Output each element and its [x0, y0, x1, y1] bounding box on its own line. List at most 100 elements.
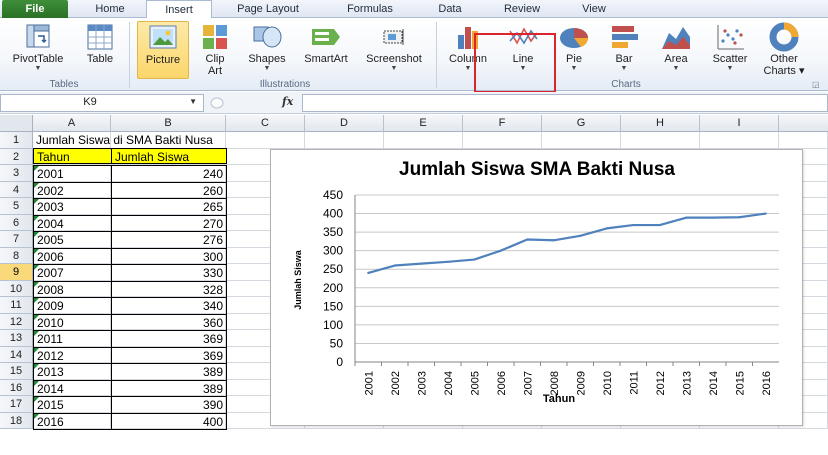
clip-art-button[interactable]: Clip Art: [193, 21, 237, 79]
tab-insert[interactable]: Insert: [146, 0, 212, 19]
grid-cell[interactable]: [33, 379, 111, 396]
grid-cell[interactable]: [33, 297, 111, 314]
grid-cell[interactable]: [463, 132, 542, 149]
row-header-13[interactable]: 13: [0, 330, 33, 347]
cell-year[interactable]: 2004: [33, 214, 112, 232]
grid-cell[interactable]: [384, 132, 463, 149]
row-header-5[interactable]: 5: [0, 198, 33, 215]
cell-b2-header[interactable]: Jumlah Siswa: [111, 148, 227, 164]
grid-cell[interactable]: [111, 346, 226, 363]
row-header-10[interactable]: 10: [0, 280, 33, 297]
column-header-e[interactable]: E: [384, 115, 463, 132]
cell-count[interactable]: 390: [111, 396, 227, 414]
bar-chart-button[interactable]: Bar ▼: [600, 21, 648, 79]
row-header-14[interactable]: 14: [0, 346, 33, 363]
tab-page-layout[interactable]: Page Layout: [237, 3, 299, 15]
cell-year[interactable]: 2002: [33, 181, 112, 199]
cell-year[interactable]: 2013: [33, 363, 112, 381]
row-header-16[interactable]: 16: [0, 379, 33, 396]
row-header-3[interactable]: 3: [0, 165, 33, 182]
cell-year[interactable]: 2003: [33, 198, 112, 216]
cell-count[interactable]: 369: [111, 330, 227, 348]
cell-count[interactable]: 276: [111, 231, 227, 249]
cell-year[interactable]: 2014: [33, 379, 112, 397]
cell-count[interactable]: 389: [111, 363, 227, 381]
tab-view[interactable]: View: [582, 3, 606, 15]
cell-count[interactable]: 400: [111, 412, 227, 430]
grid-cell[interactable]: [33, 396, 111, 413]
pivot-table-button[interactable]: PivotTable ▼: [4, 21, 72, 79]
grid-cell[interactable]: [111, 247, 226, 264]
grid-cell[interactable]: [542, 132, 621, 149]
dialog-launcher-icon[interactable]: ◲: [812, 80, 820, 89]
grid-cell[interactable]: [779, 132, 828, 149]
formula-input[interactable]: [302, 94, 828, 112]
row-header-6[interactable]: 6: [0, 214, 33, 231]
row-header-1[interactable]: 1: [0, 132, 33, 149]
grid-cell[interactable]: [33, 313, 111, 330]
cell-count[interactable]: 389: [111, 379, 227, 397]
column-header-d[interactable]: D: [305, 115, 384, 132]
cell-year[interactable]: 2009: [33, 297, 112, 315]
tab-file[interactable]: File: [2, 0, 68, 18]
row-header-8[interactable]: 8: [0, 247, 33, 264]
area-chart-button[interactable]: Area ▼: [652, 21, 700, 79]
chevron-down-icon[interactable]: ▼: [189, 97, 197, 106]
grid-cell[interactable]: [33, 346, 111, 363]
cell-count[interactable]: 265: [111, 198, 227, 216]
cell-count[interactable]: 328: [111, 280, 227, 298]
grid-cell[interactable]: [111, 363, 226, 380]
tab-formulas[interactable]: Formulas: [347, 3, 393, 15]
row-header-17[interactable]: 17: [0, 396, 33, 413]
grid-cell[interactable]: [700, 132, 779, 149]
other-charts-button[interactable]: Other Charts ▾: [758, 21, 810, 79]
cell-year[interactable]: 2010: [33, 313, 112, 331]
grid-cell[interactable]: [33, 264, 111, 281]
grid-cell[interactable]: [621, 132, 700, 149]
cell-year[interactable]: 2001: [33, 165, 112, 183]
name-box[interactable]: K9 ▼: [0, 94, 204, 112]
grid-cell[interactable]: [111, 198, 226, 215]
row-header-11[interactable]: 11: [0, 297, 33, 314]
cell-count[interactable]: 300: [111, 247, 227, 265]
grid-cell[interactable]: [111, 231, 226, 248]
grid-cell[interactable]: [33, 363, 111, 380]
grid-cell[interactable]: [33, 412, 111, 429]
grid-cell[interactable]: [33, 247, 111, 264]
grid-cell[interactable]: [33, 231, 111, 248]
screenshot-button[interactable]: Screenshot ▼: [357, 21, 431, 79]
line-chart[interactable]: Jumlah Siswa SMA Bakti Nusa 0 50 100 150 200…: [270, 149, 803, 426]
grid-cell[interactable]: [33, 165, 111, 182]
cell-year[interactable]: 2016: [33, 412, 112, 430]
grid-cell[interactable]: [33, 198, 111, 215]
grid-cell[interactable]: [111, 181, 226, 198]
cell-count[interactable]: 270: [111, 214, 227, 232]
cell-count[interactable]: 330: [111, 264, 227, 282]
shapes-button[interactable]: Shapes ▼: [240, 21, 294, 79]
tab-data[interactable]: Data: [438, 3, 462, 15]
cell-count[interactable]: 240: [111, 165, 227, 183]
cell-year[interactable]: 2015: [33, 396, 112, 414]
grid-cell[interactable]: [33, 214, 111, 231]
grid-cell[interactable]: [111, 214, 226, 231]
scatter-chart-button[interactable]: Scatter ▼: [704, 21, 756, 79]
column-header-i[interactable]: I: [700, 115, 779, 132]
grid-cell[interactable]: [111, 330, 226, 347]
grid-cell[interactable]: [111, 297, 226, 314]
cell-year[interactable]: 2011: [33, 330, 112, 348]
column-header-g[interactable]: G: [542, 115, 621, 132]
table-button[interactable]: Table: [78, 21, 122, 79]
row-header-12[interactable]: 12: [0, 313, 33, 330]
grid-cell[interactable]: [111, 313, 226, 330]
grid-cell[interactable]: [305, 132, 384, 149]
grid-cell[interactable]: [33, 181, 111, 198]
row-header-2[interactable]: 2: [0, 148, 33, 165]
cell-count[interactable]: 369: [111, 346, 227, 364]
grid-cell[interactable]: [226, 132, 305, 149]
grid-cell[interactable]: [33, 280, 111, 297]
grid-cell[interactable]: [111, 412, 226, 429]
row-header-9[interactable]: 9: [0, 264, 33, 281]
cell-count[interactable]: 260: [111, 181, 227, 199]
grid-cell[interactable]: [33, 330, 111, 347]
cell-a1-title[interactable]: Jumlah Siswa di SMA Bakti Nusa: [36, 133, 213, 147]
